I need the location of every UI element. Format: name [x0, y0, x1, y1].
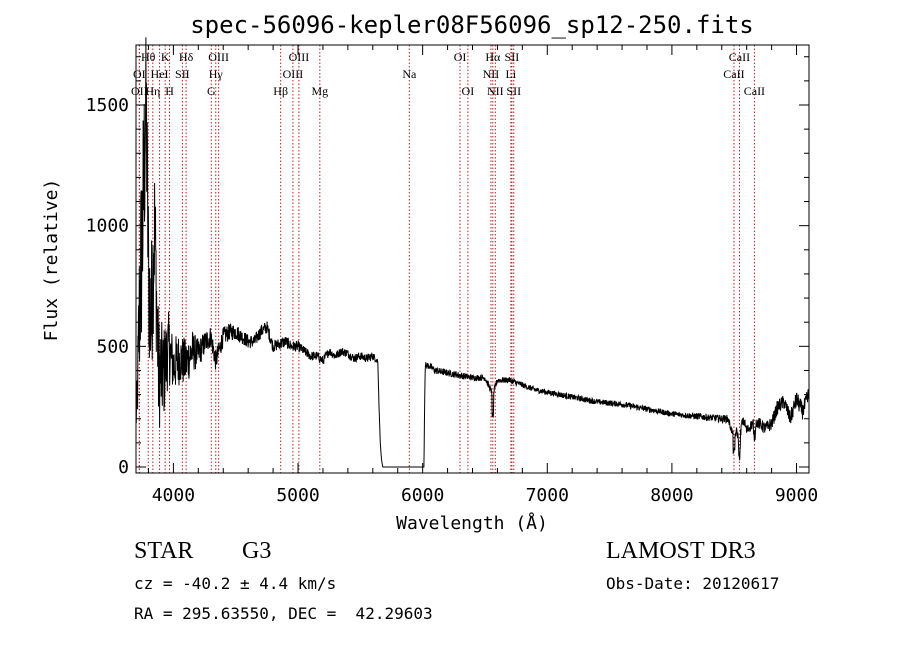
line-label: OI — [462, 84, 475, 98]
line-label: Hθ — [141, 50, 156, 64]
line-label: Li — [506, 67, 517, 81]
x-tick-label: 8000 — [650, 485, 693, 506]
line-label: HeI — [151, 67, 169, 81]
emission-line-labels: Hθ OI OII K HeI Hη H Hδ SII OIII Hγ G Hβ OIII OIII Mg Na… — [131, 50, 765, 98]
survey-name: LAMOST DR3 — [606, 538, 756, 564]
line-label: H — [165, 84, 174, 98]
line-label: OIII — [289, 50, 310, 64]
line-label: NII — [483, 67, 500, 81]
line-label: Hα — [485, 50, 501, 64]
line-label: Na — [402, 67, 417, 81]
chart-title: spec-56096-kepler08F56096_sp12-250.fits — [190, 11, 754, 39]
line-label: NII — [487, 84, 504, 98]
line-label: Hβ — [273, 84, 288, 98]
y-tick-label: 1000 — [86, 216, 129, 237]
line-label: OII — [131, 84, 148, 98]
line-label: Hγ — [209, 67, 224, 81]
line-label: OI — [133, 67, 146, 81]
line-label: CaII — [723, 67, 744, 81]
observation-date: Obs-Date: 20120617 — [606, 574, 780, 593]
line-label: SII — [505, 50, 520, 64]
line-label: SII — [506, 84, 521, 98]
line-label: Mg — [311, 84, 328, 98]
spectrum-trace — [135, 37, 810, 468]
x-tick-label: 5000 — [276, 485, 319, 506]
line-label: Hη — [145, 84, 160, 98]
y-tick-label: 0 — [118, 457, 129, 478]
line-label: CaII — [729, 50, 750, 64]
object-class: STAR — [134, 538, 194, 564]
line-label: OIII — [208, 50, 229, 64]
redshift-cz: cz = -40.2 ± 4.4 km/s — [134, 574, 337, 593]
y-tick-label: 1500 — [86, 95, 129, 116]
axis-ticks — [136, 45, 809, 473]
line-label: K — [161, 50, 170, 64]
y-axis-label: Flux (relative) — [41, 179, 62, 342]
x-tick-label: 6000 — [401, 485, 444, 506]
x-tick-label: 4000 — [152, 485, 195, 506]
object-subclass: G3 — [242, 538, 272, 564]
line-label: OI — [454, 50, 467, 64]
sky-coordinates: RA = 295.63550, DEC = 42.29603 — [134, 604, 433, 623]
x-axis-label: Wavelength (Å) — [396, 512, 548, 534]
spectrum-trace-group — [135, 37, 810, 468]
line-label: SII — [175, 67, 190, 81]
y-tick-label: 500 — [96, 336, 129, 357]
line-label: Hδ — [179, 50, 194, 64]
line-label: OIII — [283, 67, 304, 81]
line-label: CaII — [744, 84, 765, 98]
x-tick-label: 9000 — [775, 485, 818, 506]
plot-frame — [135, 44, 810, 474]
line-label: G — [207, 84, 216, 98]
axis-tick-labels: 4000 5000 6000 7000 8000 9000 0 500 1000 1500 — [86, 95, 819, 506]
x-tick-label: 7000 — [526, 485, 569, 506]
emission-line-markers — [138, 45, 755, 473]
